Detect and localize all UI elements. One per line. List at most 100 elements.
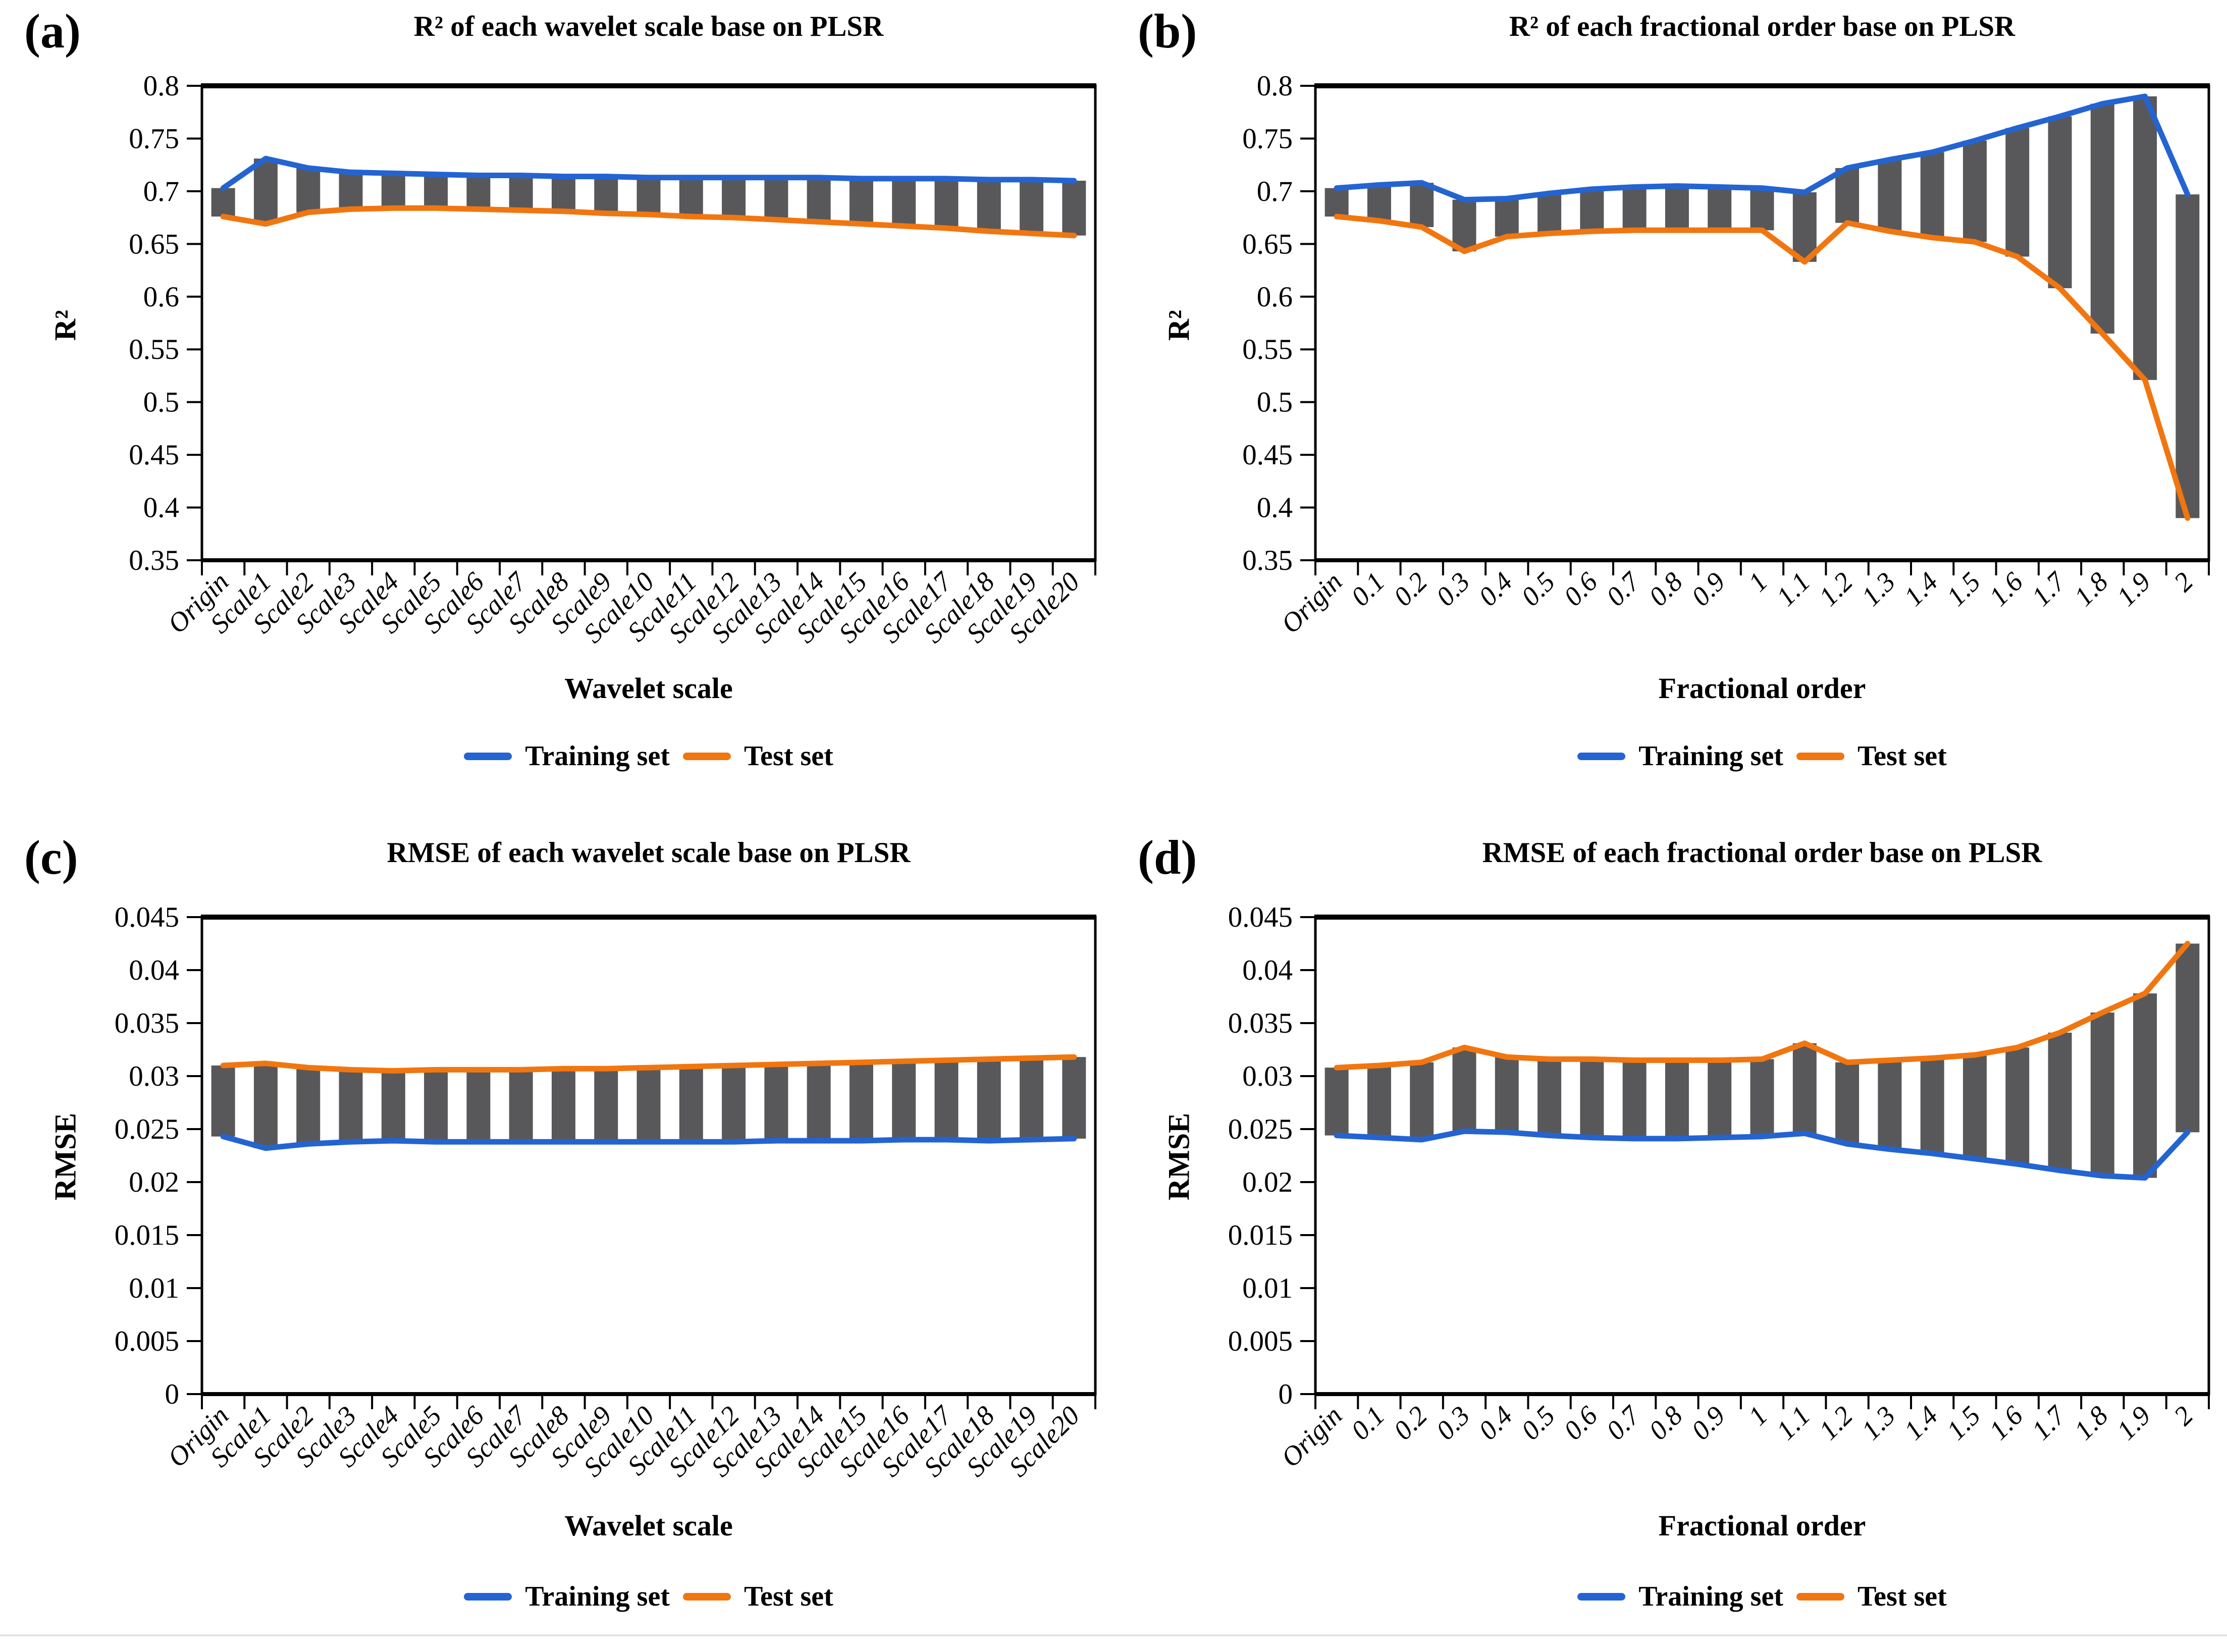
legend-b: Training set Test set	[1315, 736, 2209, 776]
y-tick-label: 0.01	[1242, 1272, 1293, 1304]
training-line	[220, 1134, 1077, 1151]
y-tick-label: 0.015	[1228, 1219, 1293, 1251]
range-bar	[466, 1070, 491, 1142]
test-line	[220, 1054, 1077, 1074]
range-bar	[2048, 116, 2072, 289]
y-tick-label: 0.45	[1242, 439, 1293, 471]
x-axis-title-c: Wavelet scale	[564, 1509, 733, 1542]
test-line-swatch-icon	[1796, 1592, 1844, 1601]
range-bar	[977, 179, 1001, 232]
range-bar	[1920, 1058, 1944, 1154]
y-tick-label: 0.005	[115, 1325, 179, 1357]
range-bar	[1708, 1060, 1732, 1138]
range-bar	[2090, 1012, 2114, 1176]
range-bar	[807, 177, 831, 222]
y-tick-label: 0.01	[129, 1272, 179, 1304]
range-bar	[1622, 1060, 1647, 1139]
range-bar	[424, 1070, 448, 1142]
range-bar	[1665, 1060, 1689, 1139]
x-tick-label: 1.5	[1941, 1400, 1986, 1446]
x-axis-title-a: Wavelet scale	[564, 672, 733, 705]
range-bar	[934, 1060, 959, 1140]
y-tick-label: 0.55	[1242, 334, 1293, 365]
legend-d: Training set Test set	[1315, 1576, 2209, 1617]
range-bar	[1708, 187, 1732, 231]
x-tick-label: 1.2	[1813, 1400, 1859, 1446]
y-tick-label: 0.5	[143, 387, 179, 418]
x-axis-title-d: Fractional order	[1658, 1509, 1866, 1542]
y-tick-label: 0.8	[1257, 70, 1293, 102]
chart-title-b: R² of each fractional order base on PLSR	[1509, 11, 2016, 42]
test-line	[220, 205, 1077, 239]
x-tick-label: 1.5	[1941, 566, 1986, 612]
panel-label-d: (d)	[1138, 830, 1197, 884]
range-bar	[1665, 186, 1689, 231]
panel-d: (d) RMSE of each fractional order base o…	[1114, 826, 2227, 1652]
range-bar	[381, 1071, 405, 1141]
panel-c: (c) RMSE of each wavelet scale base on P…	[0, 826, 1114, 1652]
training-line	[1334, 93, 2191, 203]
x-tick-label: 0.3	[1430, 566, 1475, 612]
y-tick-label: 0.55	[129, 334, 179, 365]
range-bar	[1878, 159, 1902, 232]
range-bar	[509, 175, 533, 210]
range-bar	[764, 1064, 788, 1141]
x-tick-label: 1.6	[1983, 1400, 2029, 1446]
plot-area-d: 0 0.005 0.01 0.015 0.02 0.025 0.03 0.035 0.04 0.0…	[1228, 901, 2210, 1473]
x-tick-label: 1.1	[1771, 566, 1816, 612]
range-bar	[339, 1070, 363, 1142]
x-tick-label: 1.6	[1983, 566, 2029, 612]
range-bar	[892, 178, 916, 226]
y-tick-label: 0.45	[129, 439, 179, 471]
y-tick-label: 0.03	[129, 1060, 179, 1092]
range-bar	[339, 172, 363, 209]
range-bar	[722, 177, 746, 218]
training-line-swatch-icon	[464, 1592, 512, 1601]
y-tick-label: 0.035	[115, 1007, 179, 1039]
range-bar	[2090, 103, 2114, 334]
x-tick-label: 0.2	[1388, 566, 1433, 612]
range-bar	[1580, 1059, 1604, 1138]
range-bar	[1062, 1057, 1086, 1139]
training-legend-label: Training set	[525, 740, 670, 772]
test-line-swatch-icon	[682, 1592, 731, 1601]
y-tick-label: 0.35	[1242, 545, 1293, 576]
x-tick-label: 0.8	[1643, 566, 1688, 612]
y-tick-label: 0.65	[1242, 228, 1293, 260]
range-bar	[807, 1063, 831, 1141]
x-tick-label: Origin	[1275, 566, 1348, 639]
panel-label-a: (a)	[24, 4, 81, 58]
x-tick-label: 1.7	[2026, 1400, 2072, 1446]
x-tick-label: 1.4	[1898, 1400, 1943, 1446]
range-bar	[2176, 194, 2200, 518]
x-tick-label: 0.7	[1600, 566, 1647, 612]
y-tick-label: 0.035	[1228, 1007, 1293, 1039]
panel-label-c: (c)	[24, 830, 78, 884]
y-tick-label: 0.8	[143, 70, 179, 102]
x-tick-label: 1.8	[2069, 566, 2114, 612]
range-bar	[679, 177, 703, 217]
range-bar	[1835, 1062, 1860, 1144]
range-bar	[1537, 193, 1562, 234]
range-bar	[1963, 1055, 1987, 1159]
range-bar	[1495, 198, 1519, 237]
chart-title-a: R² of each wavelet scale base on PLSR	[413, 11, 884, 42]
test-line-swatch-icon	[1796, 752, 1844, 760]
range-bar	[211, 1065, 235, 1137]
range-bar	[1062, 181, 1086, 236]
range-bar	[381, 173, 405, 208]
x-tick-label: 0.2	[1388, 1400, 1433, 1446]
y-tick-label: 0.015	[115, 1219, 179, 1251]
legend-c: Training set Test set	[202, 1576, 1095, 1617]
bottom-divider	[0, 1634, 2227, 1636]
range-bar	[764, 177, 788, 220]
y-tick-label: 0.04	[1242, 954, 1293, 986]
x-tick-label: 0.5	[1515, 566, 1561, 612]
panel-a: (a) R² of each wavelet scale base on PLS…	[0, 0, 1114, 826]
x-tick-label: 0.1	[1345, 566, 1391, 612]
range-bar	[1878, 1060, 1902, 1149]
y-tick-label: 0.025	[1228, 1113, 1293, 1145]
y-tick-label: 0.04	[129, 954, 179, 986]
training-legend-label: Training set	[1638, 1581, 1783, 1612]
y-tick-label: 0.4	[143, 492, 179, 524]
